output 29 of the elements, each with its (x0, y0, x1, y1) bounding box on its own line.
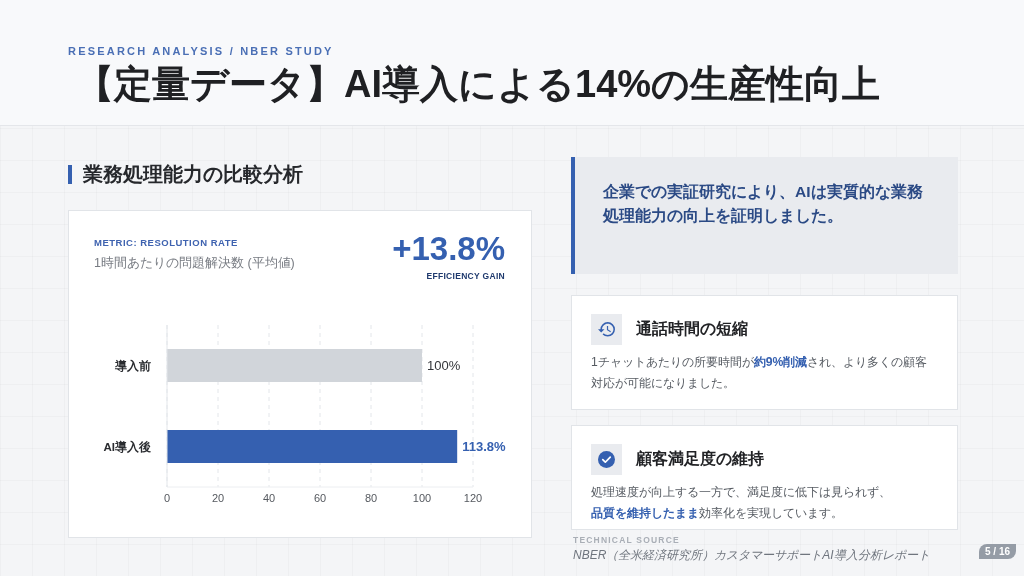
text: RESEARCH ANALYSIS / NBER STUDY (68, 45, 334, 57)
text: 品質を維持したまま (591, 506, 699, 520)
y-tick-label: 導入前 (114, 358, 151, 373)
x-tick-label: 60 (313, 491, 327, 504)
text: 企業での実証研究により、AIは実質的な業務処理能力の向上を証明しました。 (603, 183, 923, 224)
y-tick-label: AI導入後 (103, 439, 151, 454)
text: 5 / 16 (985, 546, 1011, 557)
text: 顧客満足度の維持 (636, 450, 764, 467)
x-tick-label: 120 (463, 491, 483, 504)
data-label: 113.8% (462, 439, 506, 454)
text: 処理速度が向上する一方で、満足度に低下は見られず、 (591, 485, 891, 499)
text: 【定量データ】AI導入による14%の生産性向上 (76, 63, 881, 105)
data-label: 100% (427, 358, 461, 373)
chart-subtitle: 1時間あたりの問題解決数 (平均値) (94, 256, 295, 270)
text: 効率化を実現しています。 (699, 506, 843, 520)
text: 1チャットあたりの所要時間が (591, 355, 754, 369)
text: 通話時間の短縮 (636, 320, 748, 337)
text: EFFICIENCY GAIN (426, 271, 505, 281)
text: METRIC: RESOLUTION RATE (94, 237, 238, 248)
x-tick-label: 80 (364, 491, 378, 504)
text: NBER（全米経済研究所）カスタマーサポートAI導入分析レポート (573, 548, 930, 562)
x-tick-label: 40 (262, 491, 276, 504)
text: 約9%削減 (753, 355, 808, 369)
chart-title: 業務処理能力の比較分析 (83, 163, 303, 185)
x-tick-label: 20 (211, 491, 225, 504)
x-tick-label: 100 (412, 491, 432, 504)
text: +13.8% (392, 230, 505, 267)
x-tick-label: 0 (163, 491, 171, 504)
text: TECHNICAL SOURCE (573, 535, 680, 545)
